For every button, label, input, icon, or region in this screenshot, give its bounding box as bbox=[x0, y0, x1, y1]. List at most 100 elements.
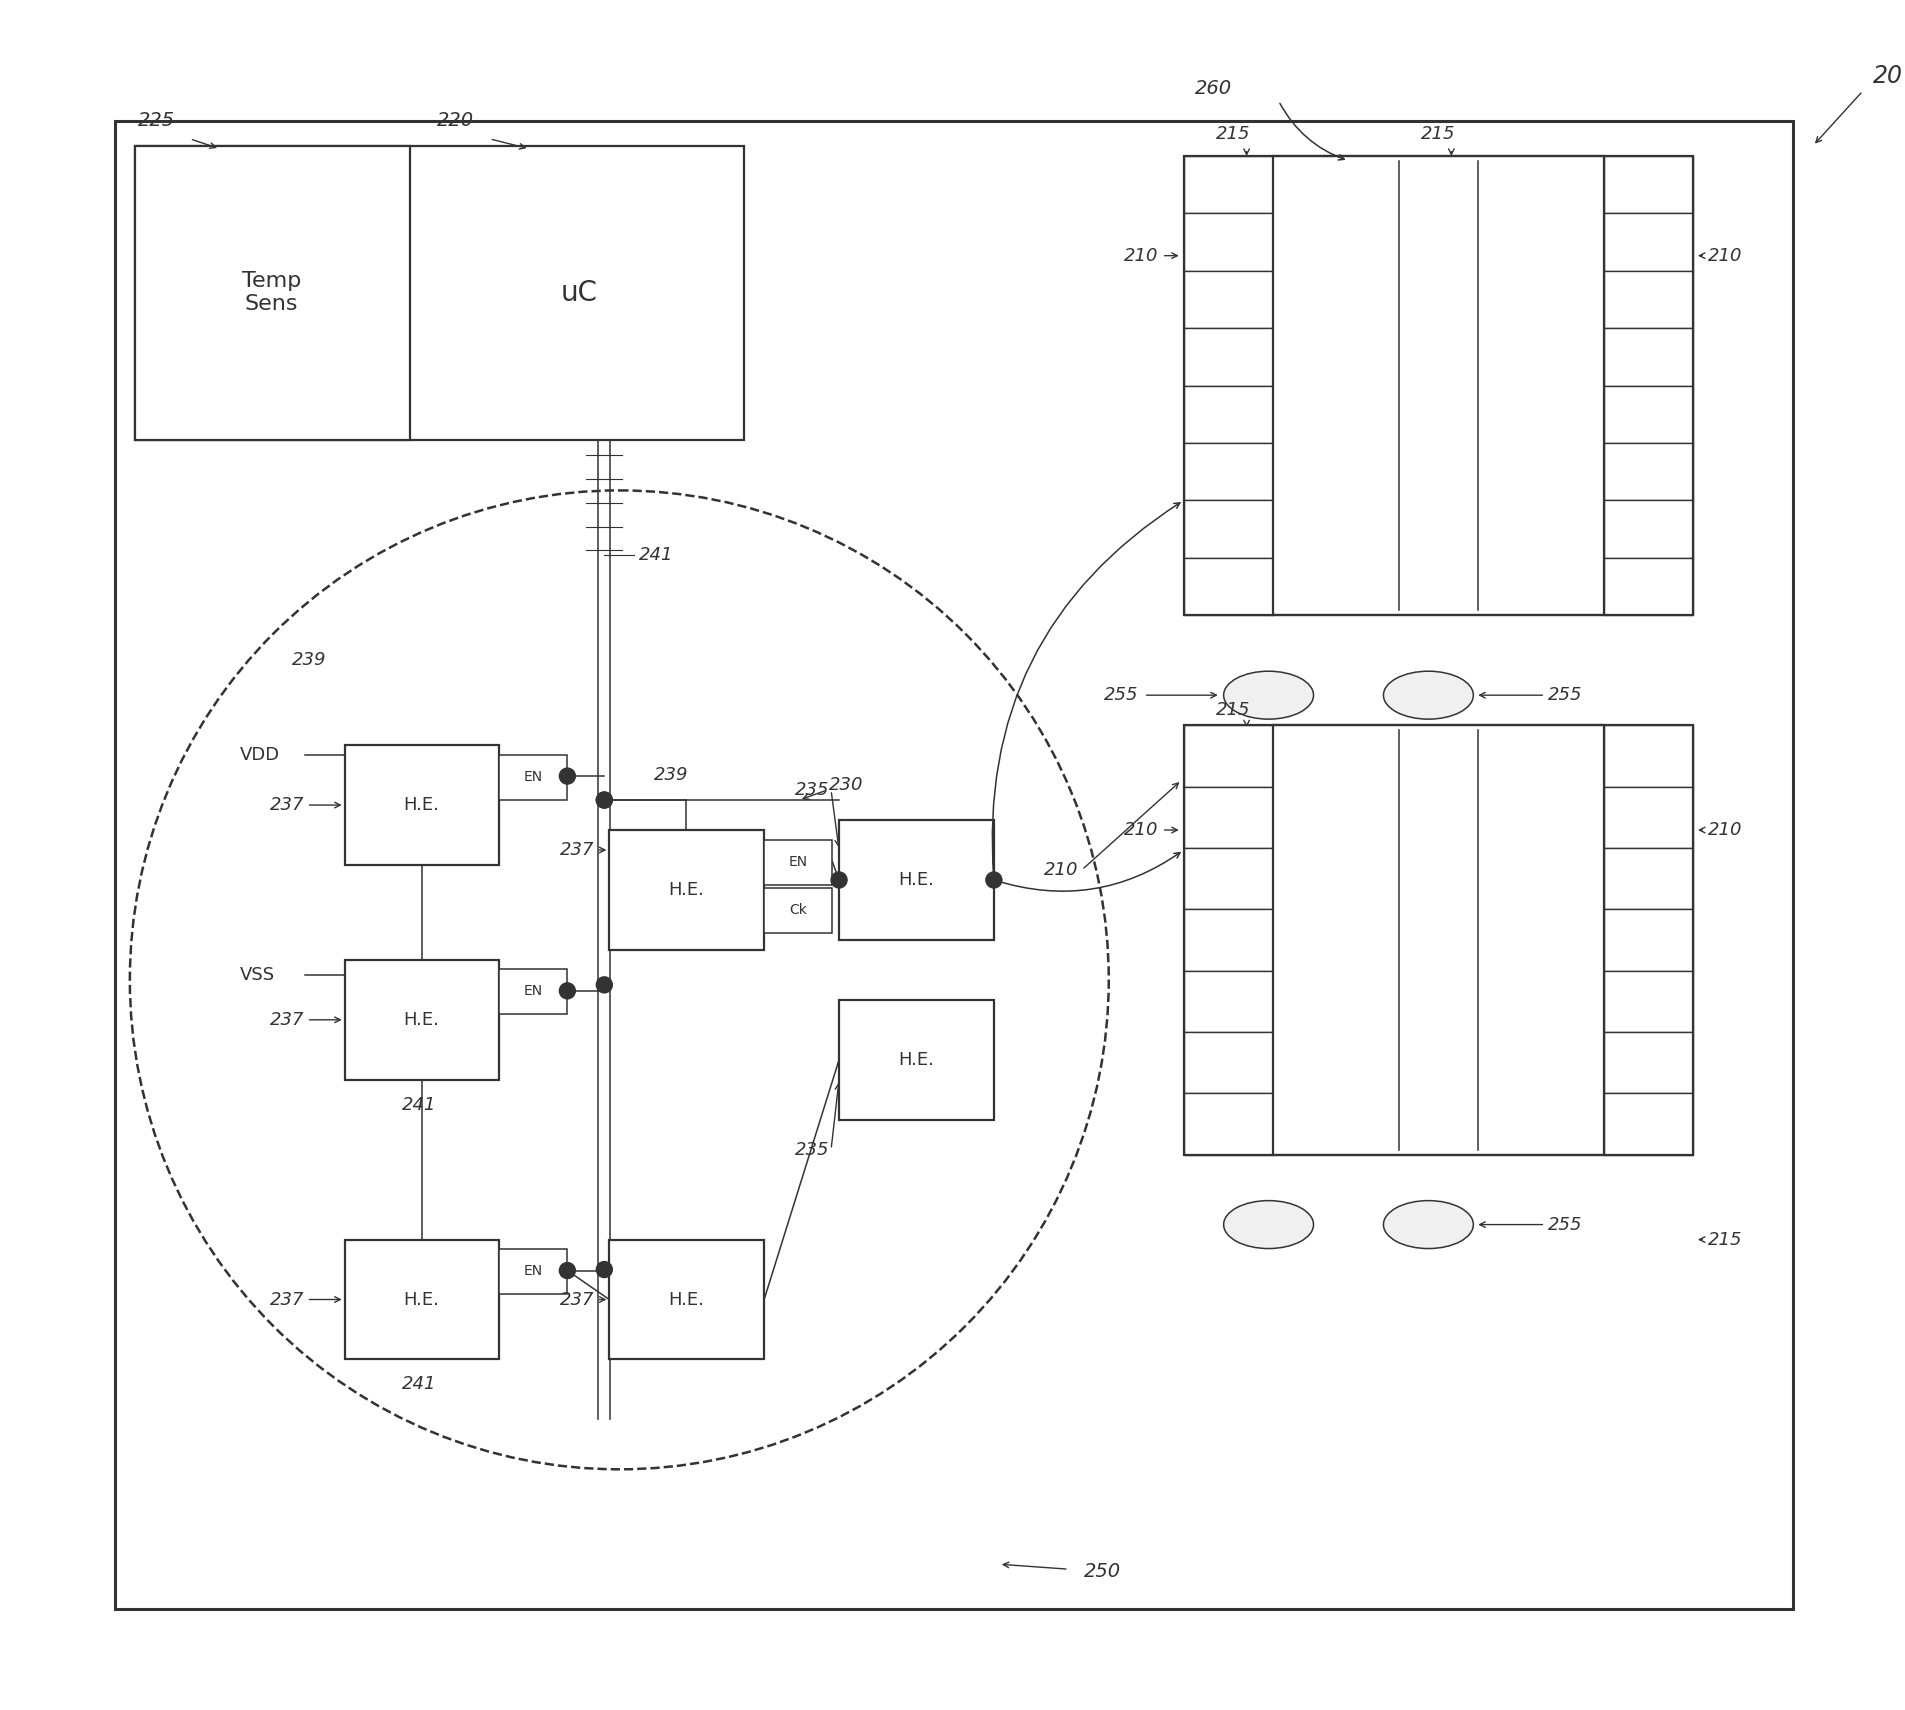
Text: 241: 241 bbox=[402, 1375, 436, 1394]
Text: 215: 215 bbox=[1217, 125, 1252, 144]
Bar bbox=[1183, 725, 1694, 1154]
Ellipse shape bbox=[1223, 1200, 1314, 1248]
Bar bbox=[1183, 1031, 1273, 1093]
Text: H.E.: H.E. bbox=[669, 1291, 705, 1308]
Bar bbox=[1183, 725, 1273, 787]
Bar bbox=[1183, 270, 1273, 328]
Text: 235: 235 bbox=[794, 781, 829, 799]
Text: 215: 215 bbox=[1421, 125, 1455, 144]
Text: 215: 215 bbox=[1217, 701, 1252, 720]
Text: 235: 235 bbox=[794, 1141, 829, 1159]
Ellipse shape bbox=[1383, 672, 1473, 720]
Text: EN: EN bbox=[524, 770, 543, 783]
Text: 225: 225 bbox=[137, 111, 175, 130]
Circle shape bbox=[560, 983, 575, 999]
Text: 210: 210 bbox=[1124, 246, 1158, 265]
Text: 250: 250 bbox=[1084, 1561, 1120, 1580]
Bar bbox=[1604, 270, 1694, 328]
Bar bbox=[610, 829, 764, 949]
Text: 230: 230 bbox=[829, 776, 863, 793]
Bar bbox=[499, 754, 568, 800]
Text: 237: 237 bbox=[271, 1011, 305, 1029]
Bar bbox=[499, 970, 568, 1014]
Bar bbox=[764, 840, 832, 884]
Bar bbox=[345, 959, 499, 1079]
Text: 210: 210 bbox=[1044, 860, 1078, 879]
Bar bbox=[135, 145, 410, 441]
Text: H.E.: H.E. bbox=[897, 1050, 933, 1069]
Bar bbox=[1604, 971, 1694, 1031]
Bar bbox=[1183, 328, 1273, 385]
Bar bbox=[1183, 214, 1273, 270]
Bar bbox=[1604, 156, 1694, 214]
Bar bbox=[764, 887, 832, 932]
Text: 239: 239 bbox=[291, 652, 328, 669]
Bar bbox=[1604, 443, 1694, 501]
Bar bbox=[1604, 501, 1694, 557]
Circle shape bbox=[596, 792, 612, 809]
Text: 239: 239 bbox=[653, 766, 690, 785]
Text: VSS: VSS bbox=[240, 966, 274, 983]
Text: 237: 237 bbox=[560, 1291, 594, 1308]
Bar bbox=[499, 1250, 568, 1294]
Bar bbox=[114, 121, 1793, 1609]
Circle shape bbox=[987, 872, 1002, 887]
Text: 241: 241 bbox=[402, 1096, 436, 1113]
Bar bbox=[838, 821, 994, 940]
Circle shape bbox=[596, 1262, 612, 1277]
Circle shape bbox=[596, 792, 612, 809]
Text: Temp
Sens: Temp Sens bbox=[242, 270, 301, 315]
Text: EN: EN bbox=[524, 1264, 543, 1277]
Bar bbox=[1183, 156, 1694, 616]
Circle shape bbox=[831, 872, 848, 887]
Text: 260: 260 bbox=[1194, 79, 1233, 99]
Circle shape bbox=[596, 976, 612, 994]
Text: Ck: Ck bbox=[789, 903, 808, 917]
Bar bbox=[1183, 971, 1273, 1031]
Bar bbox=[1183, 848, 1273, 910]
Text: 237: 237 bbox=[271, 797, 305, 814]
Circle shape bbox=[560, 768, 575, 785]
Bar bbox=[1604, 787, 1694, 848]
Bar bbox=[345, 1240, 499, 1359]
Text: 237: 237 bbox=[560, 841, 594, 858]
Text: 237: 237 bbox=[271, 1291, 305, 1308]
Text: H.E.: H.E. bbox=[669, 881, 705, 899]
Text: H.E.: H.E. bbox=[404, 797, 440, 814]
Text: 210: 210 bbox=[1124, 821, 1158, 840]
Bar bbox=[1183, 443, 1273, 501]
Bar bbox=[1604, 848, 1694, 910]
Ellipse shape bbox=[1223, 672, 1314, 720]
Bar bbox=[1604, 385, 1694, 443]
Text: EN: EN bbox=[524, 985, 543, 999]
Text: 20: 20 bbox=[1873, 63, 1903, 87]
Bar bbox=[1604, 328, 1694, 385]
Text: EN: EN bbox=[789, 855, 808, 869]
Bar bbox=[1183, 156, 1273, 214]
Bar bbox=[1273, 725, 1604, 1154]
Bar bbox=[1183, 557, 1273, 616]
Text: 210: 210 bbox=[1709, 246, 1743, 265]
Text: H.E.: H.E. bbox=[404, 1011, 440, 1029]
Circle shape bbox=[560, 1262, 575, 1279]
Text: 255: 255 bbox=[1549, 1216, 1583, 1233]
Text: 210: 210 bbox=[1709, 821, 1743, 840]
Bar bbox=[1604, 910, 1694, 971]
Bar bbox=[1183, 501, 1273, 557]
Bar bbox=[1183, 787, 1273, 848]
Bar bbox=[1604, 1031, 1694, 1093]
Bar bbox=[135, 145, 745, 441]
Bar bbox=[1604, 557, 1694, 616]
Text: VDD: VDD bbox=[240, 746, 280, 764]
Bar bbox=[1604, 1093, 1694, 1154]
Ellipse shape bbox=[1383, 1200, 1473, 1248]
Text: H.E.: H.E. bbox=[897, 870, 933, 889]
Bar bbox=[1183, 1093, 1273, 1154]
Bar bbox=[1604, 214, 1694, 270]
Bar bbox=[345, 746, 499, 865]
Bar bbox=[1604, 725, 1694, 787]
Bar bbox=[1273, 156, 1604, 616]
Text: 215: 215 bbox=[1709, 1231, 1743, 1248]
Bar bbox=[610, 1240, 764, 1359]
Text: 255: 255 bbox=[1105, 686, 1139, 705]
